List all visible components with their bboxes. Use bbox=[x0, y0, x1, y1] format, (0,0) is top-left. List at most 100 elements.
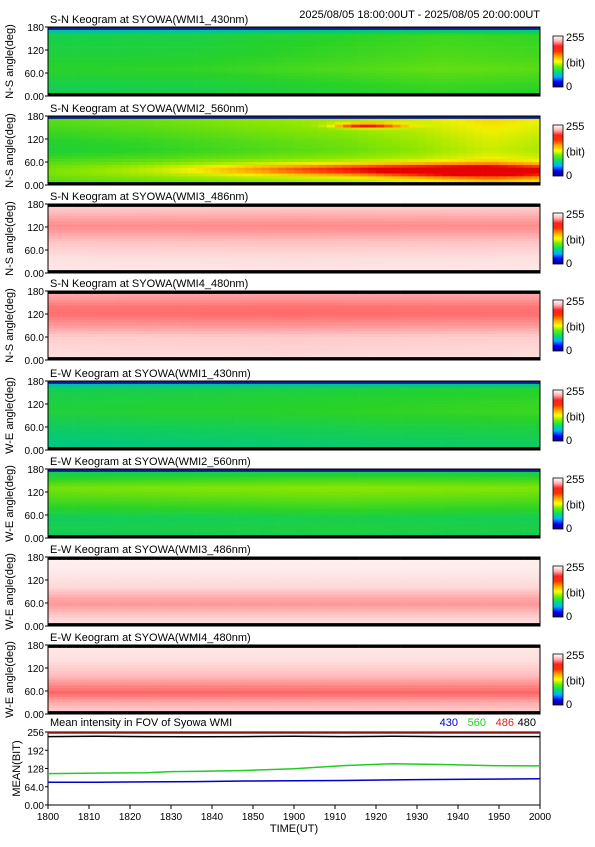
heatmap-cell bbox=[294, 227, 303, 230]
heatmap-cell bbox=[433, 264, 442, 267]
heatmap-cell bbox=[228, 311, 237, 314]
heatmap-cell bbox=[524, 133, 533, 136]
heatmap-cell bbox=[319, 162, 328, 165]
heatmap-cell bbox=[220, 90, 229, 93]
heatmap-cell bbox=[319, 39, 328, 42]
heatmap-cell bbox=[122, 133, 131, 136]
heatmap-cell bbox=[327, 122, 336, 125]
heatmap-cell bbox=[343, 308, 352, 311]
heatmap-cell bbox=[73, 50, 82, 53]
heatmap-cell bbox=[278, 168, 287, 171]
heatmap-cell bbox=[245, 64, 254, 67]
heatmap-cell bbox=[228, 247, 237, 250]
heatmap-cell bbox=[491, 300, 500, 303]
heatmap-cell bbox=[187, 128, 196, 131]
heatmap-cell bbox=[269, 64, 278, 67]
heatmap-cell bbox=[269, 85, 278, 88]
heatmap-cell bbox=[204, 36, 213, 39]
heatmap-cell bbox=[204, 216, 213, 219]
heatmap-cell bbox=[532, 151, 541, 154]
heatmap-cell bbox=[64, 297, 73, 300]
heatmap-cell bbox=[319, 119, 328, 122]
heatmap-cell bbox=[81, 171, 90, 174]
heatmap-cell bbox=[499, 300, 508, 303]
heatmap-cell bbox=[196, 87, 205, 90]
heatmap-cell bbox=[343, 151, 352, 154]
heatmap-cell bbox=[442, 168, 451, 171]
heatmap-cell bbox=[368, 64, 377, 67]
heatmap-cell bbox=[64, 311, 73, 314]
heatmap-cell bbox=[220, 133, 229, 136]
heatmap-cell bbox=[409, 174, 418, 177]
heatmap-cell bbox=[146, 256, 155, 259]
heatmap-cell bbox=[376, 244, 385, 247]
heatmap-cell bbox=[269, 156, 278, 159]
heatmap-cell bbox=[204, 213, 213, 216]
heatmap-cell bbox=[261, 314, 270, 317]
heatmap-cell bbox=[105, 168, 114, 171]
heatmap-cell bbox=[97, 151, 106, 154]
heatmap-cell bbox=[81, 213, 90, 216]
heatmap-cell bbox=[401, 56, 410, 59]
heatmap-cell bbox=[253, 176, 262, 179]
heatmap-cell bbox=[237, 210, 246, 213]
heatmap-cell bbox=[401, 230, 410, 233]
heatmap-cell bbox=[532, 59, 541, 62]
heatmap-cell bbox=[146, 247, 155, 250]
heatmap-cell bbox=[155, 153, 164, 156]
heatmap-cell bbox=[196, 239, 205, 242]
heatmap-cell bbox=[458, 213, 467, 216]
heatmap-cell bbox=[515, 311, 524, 314]
heatmap-cell bbox=[220, 41, 229, 44]
heatmap-cell bbox=[73, 294, 82, 297]
heatmap-cell bbox=[130, 210, 139, 213]
heatmap-cell bbox=[237, 224, 246, 227]
heatmap-cell bbox=[97, 262, 106, 265]
heatmap-cell bbox=[327, 168, 336, 171]
heatmap-cell bbox=[351, 250, 360, 253]
heatmap-cell bbox=[302, 67, 311, 70]
heatmap-cell bbox=[228, 305, 237, 308]
heatmap-cell bbox=[245, 210, 254, 213]
heatmap-cell bbox=[499, 53, 508, 56]
heatmap-cell bbox=[294, 142, 303, 145]
heatmap-cell bbox=[212, 216, 221, 219]
heatmap-cell bbox=[466, 128, 475, 131]
heatmap-cell bbox=[524, 130, 533, 133]
heatmap-cell bbox=[237, 59, 246, 62]
heatmap-cell bbox=[196, 236, 205, 239]
heatmap-cell bbox=[89, 128, 98, 131]
heatmap-cell bbox=[73, 70, 82, 73]
heatmap-cell bbox=[499, 256, 508, 259]
heatmap-cell bbox=[64, 267, 73, 270]
heatmap-cell bbox=[425, 174, 434, 177]
heatmap-cell bbox=[245, 253, 254, 256]
heatmap-cell bbox=[384, 33, 393, 36]
heatmap-cell bbox=[89, 216, 98, 219]
heatmap-cell bbox=[237, 250, 246, 253]
heatmap-cell bbox=[401, 122, 410, 125]
heatmap-cell bbox=[163, 62, 172, 65]
heatmap-cell bbox=[81, 125, 90, 128]
heatmap-cell bbox=[302, 82, 311, 85]
heatmap-cell bbox=[253, 259, 262, 262]
heatmap-cell bbox=[220, 76, 229, 79]
heatmap-cell bbox=[335, 53, 344, 56]
heatmap-cell bbox=[155, 259, 164, 262]
heatmap-cell bbox=[97, 145, 106, 148]
heatmap-cell bbox=[507, 156, 516, 159]
heatmap-cell bbox=[466, 297, 475, 300]
heatmap-cell bbox=[442, 308, 451, 311]
heatmap-cell bbox=[212, 311, 221, 314]
heatmap-cell bbox=[343, 128, 352, 131]
heatmap-cell bbox=[409, 176, 418, 179]
heatmap-cell bbox=[417, 236, 426, 239]
heatmap-cell bbox=[130, 119, 139, 122]
heatmap-cell bbox=[261, 122, 270, 125]
heatmap-cell bbox=[442, 247, 451, 250]
heatmap-cell bbox=[196, 221, 205, 224]
heatmap-cell bbox=[532, 267, 541, 270]
heatmap-cell bbox=[48, 244, 57, 247]
heatmap-cell bbox=[343, 264, 352, 267]
heatmap-cell bbox=[204, 227, 213, 230]
